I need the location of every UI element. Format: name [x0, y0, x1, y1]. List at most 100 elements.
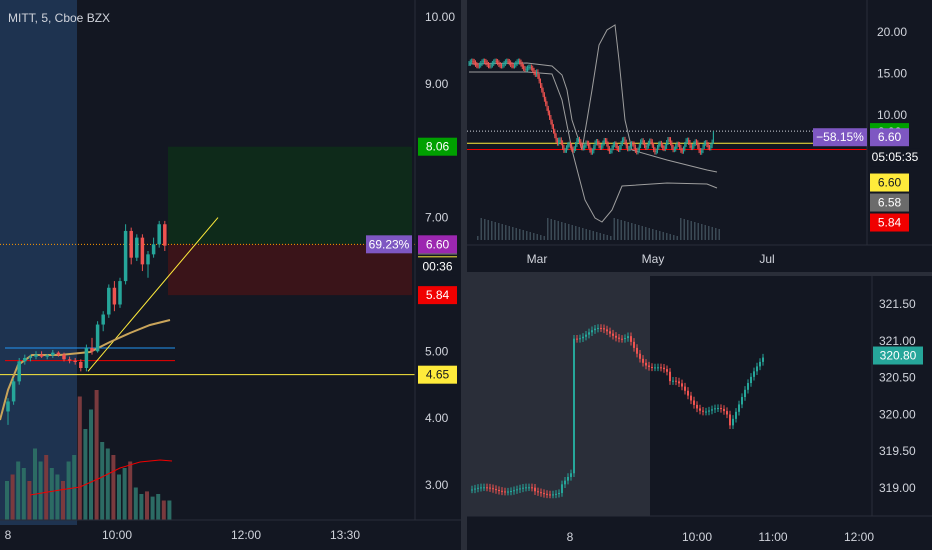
- top-right-candle: [631, 143, 632, 146]
- bottom-right-candle: [537, 491, 539, 493]
- bottom-right-candle: [717, 408, 719, 410]
- price-label-bg: [418, 137, 457, 156]
- top-right-candle: [598, 143, 600, 146]
- volume-bar: [592, 231, 594, 240]
- price-label-bg: [870, 193, 909, 212]
- top-right-candle: [651, 141, 653, 146]
- bottom-right-candle: [483, 487, 485, 489]
- volume-bar: [27, 481, 32, 520]
- volume-bar: [480, 218, 482, 240]
- volume-bar: [145, 491, 149, 520]
- left-candle: [107, 287, 111, 315]
- top-right-candle: [659, 143, 661, 145]
- top-right-candle: [564, 150, 566, 152]
- top-right-candle: [528, 67, 530, 69]
- top-right-chart-pane[interactable]: 20.0015.0010.00MarMayJul8.066.606.585.84…: [467, 0, 932, 272]
- left-chart[interactable]: 10.00 9.00 7.00 5.00 4.00 3.00 8 10:00 12:00 13:3…: [0, 0, 461, 550]
- volume-bar: [631, 223, 633, 240]
- volume-bar: [715, 228, 717, 240]
- volume-bar: [617, 219, 619, 240]
- left-candle: [123, 230, 128, 282]
- volume-bar: [150, 496, 155, 520]
- top-right-candle: [586, 143, 588, 145]
- bottom-right-candle: [507, 491, 509, 493]
- target-zone: [168, 146, 412, 245]
- left-candle: [34, 354, 38, 357]
- top-right-candle: [575, 144, 577, 149]
- top-right-candle: [484, 61, 486, 63]
- trend-line: [87, 217, 219, 372]
- volume-bar: [105, 448, 110, 520]
- top-right-candle: [468, 63, 470, 65]
- top-right-candle: [543, 94, 545, 100]
- volume-bar: [571, 225, 573, 240]
- change-label-bg: [366, 235, 412, 254]
- top-right-candle: [690, 145, 692, 148]
- top-right-candle: [508, 61, 510, 63]
- top-right-candle: [573, 148, 575, 151]
- left-chart-pane[interactable]: 10.00 9.00 7.00 5.00 4.00 3.00 8 10:00 12:00 13:3…: [0, 0, 461, 550]
- top-right-candle: [555, 135, 557, 141]
- top-right-candle: [507, 61, 509, 63]
- top-right-candle: [532, 68, 534, 71]
- left-candle: [28, 356, 33, 358]
- y-tick-label: 7.00: [425, 211, 449, 225]
- bottom-right-candle: [672, 380, 674, 382]
- volume-bar: [83, 429, 88, 520]
- top-right-candle: [677, 144, 679, 146]
- top-right-candle: [515, 63, 517, 66]
- bottom-right-candle: [702, 410, 704, 412]
- top-right-candle: [712, 132, 714, 144]
- top-right-candle: [670, 139, 671, 143]
- top-right-candle: [666, 142, 668, 147]
- top-right-candle: [608, 148, 610, 152]
- left-candle: [73, 360, 77, 362]
- top-right-candle: [640, 141, 642, 146]
- top-right-candle: [501, 65, 502, 67]
- top-right-candle: [642, 140, 644, 143]
- top-right-candle: [490, 65, 492, 67]
- volume-bar: [122, 468, 127, 520]
- horizontal-divider[interactable]: [467, 272, 932, 276]
- top-right-candle: [568, 144, 570, 146]
- top-right-candle: [589, 146, 591, 151]
- vertical-divider[interactable]: [461, 0, 467, 550]
- last-price-label-bg: [870, 128, 909, 147]
- bottom-right-candle: [591, 330, 593, 333]
- top-right-candle: [628, 148, 630, 150]
- bottom-right-candle: [582, 336, 584, 339]
- top-right-candle: [612, 144, 614, 148]
- left-candle: [39, 354, 44, 357]
- left-candle: [118, 281, 122, 305]
- left-candle: [163, 224, 167, 246]
- top-right-candle: [621, 139, 623, 144]
- y-tick-label: 9.00: [425, 77, 449, 91]
- bottom-right-chart[interactable]: 321.50 321.00 320.50 320.00 319.50 319.00 8 10:…: [467, 276, 932, 550]
- volume-bar: [648, 228, 650, 240]
- price-label: 8.06: [426, 140, 450, 154]
- bottom-right-candle: [603, 328, 605, 330]
- countdown-label-bg: [418, 257, 457, 276]
- top-right-chart[interactable]: 20.0015.0010.00MarMayJul8.066.606.585.84…: [467, 0, 932, 272]
- top-right-candle: [699, 150, 701, 153]
- volume-bar: [33, 448, 37, 520]
- volume-bar: [66, 461, 71, 520]
- top-right-candle: [547, 108, 549, 113]
- bottom-right-candle: [681, 383, 683, 387]
- volume-bar: [680, 218, 682, 240]
- volume-bar: [156, 494, 161, 520]
- top-right-candle: [660, 143, 662, 146]
- premarket-highlight: [467, 276, 650, 516]
- bottom-right-candle: [618, 337, 620, 339]
- top-right-candle: [638, 145, 640, 150]
- left-candle: [101, 314, 105, 325]
- bottom-right-chart-pane[interactable]: 321.50 321.00 320.50 320.00 319.50 319.00 8 10:…: [467, 276, 932, 550]
- top-right-candle: [615, 143, 617, 146]
- volume-bar: [77, 396, 82, 520]
- bottom-right-candle: [510, 491, 512, 493]
- top-right-candle: [646, 146, 648, 148]
- left-candle: [51, 352, 55, 356]
- bottom-right-candle: [555, 493, 557, 495]
- top-right-candle: [584, 145, 586, 148]
- bottom-right-candle: [471, 489, 473, 491]
